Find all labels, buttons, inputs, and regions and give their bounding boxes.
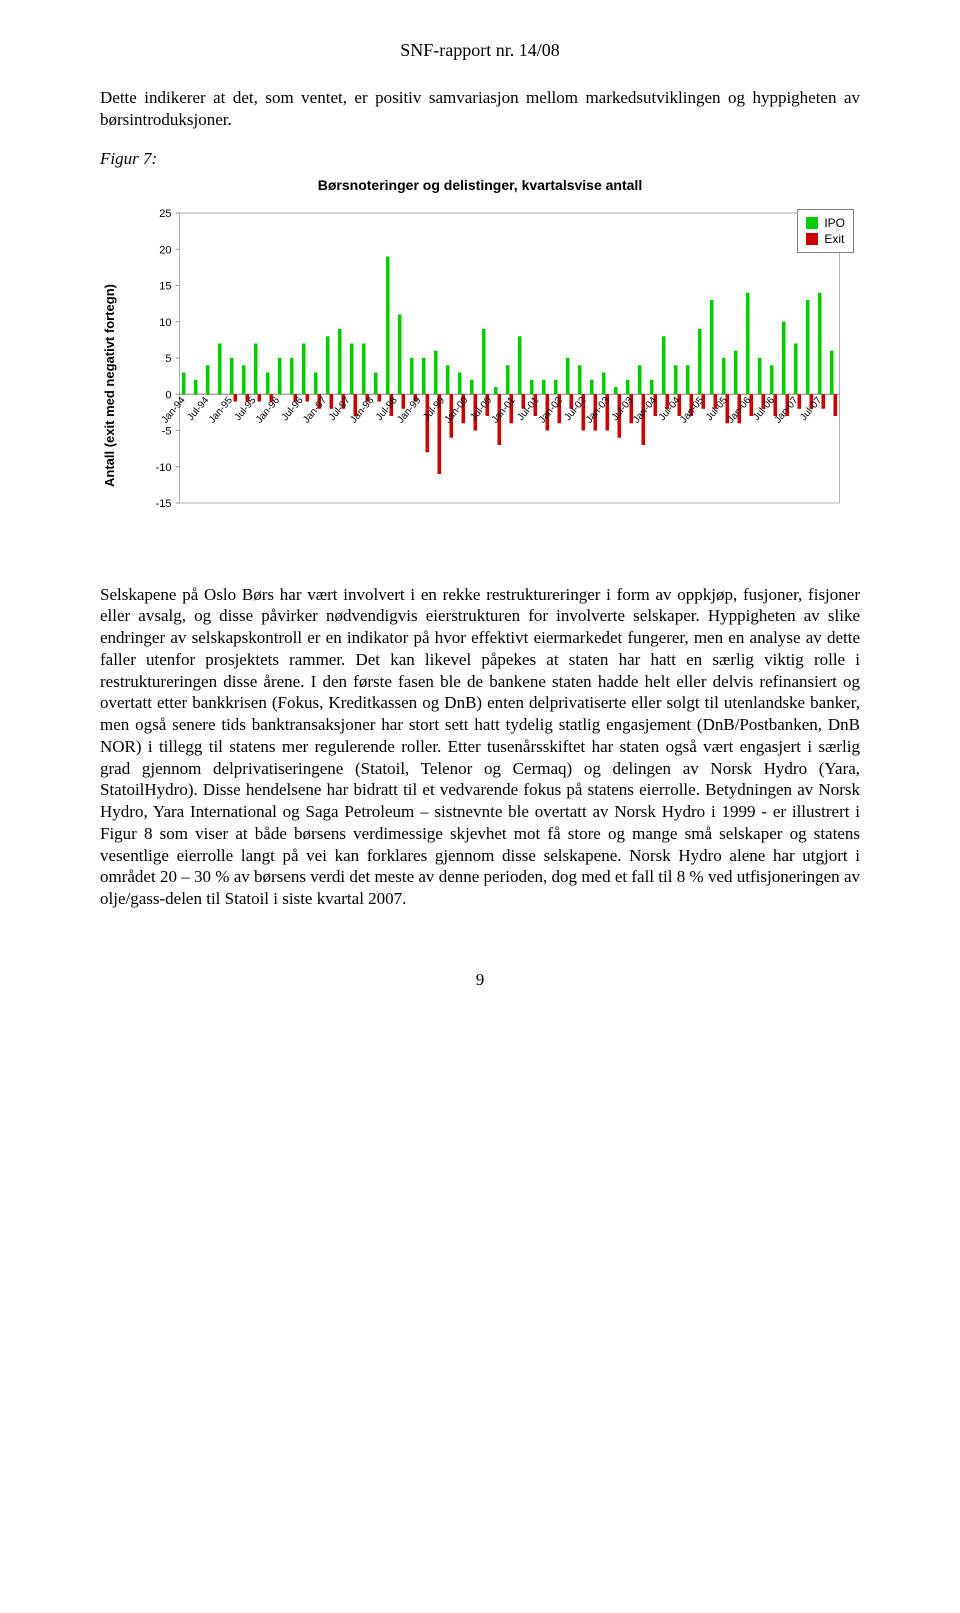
chart-container: Børsnoteringer og delistinger, kvartalsv… [100, 177, 860, 568]
y-axis-label: Antall (exit med negativt fortegn) [100, 203, 119, 568]
legend-item-ipo: IPO [806, 216, 845, 230]
main-paragraph: Selskapene på Oslo Børs har vært involve… [100, 584, 860, 910]
legend-item-exit: Exit [806, 232, 845, 246]
svg-text:20: 20 [159, 244, 171, 256]
svg-text:-5: -5 [162, 425, 172, 437]
svg-text:-15: -15 [156, 498, 172, 510]
legend-label-ipo: IPO [824, 216, 845, 230]
chart-legend: IPO Exit [797, 209, 854, 253]
bar-chart: -15-10-50510152025Jan-94Jul-94Jan-95Jul-… [119, 203, 860, 563]
report-title: SNF-rapport nr. 14/08 [100, 40, 860, 61]
svg-text:-10: -10 [156, 461, 172, 473]
legend-swatch-ipo [806, 217, 818, 229]
intro-paragraph: Dette indikerer at det, som ventet, er p… [100, 87, 860, 131]
svg-text:15: 15 [159, 280, 171, 292]
svg-text:5: 5 [165, 353, 171, 365]
svg-text:25: 25 [159, 208, 171, 220]
svg-text:0: 0 [165, 389, 171, 401]
chart-title: Børsnoteringer og delistinger, kvartalsv… [100, 177, 860, 193]
legend-label-exit: Exit [824, 232, 844, 246]
page-number: 9 [100, 970, 860, 990]
svg-text:10: 10 [159, 316, 171, 328]
legend-swatch-exit [806, 233, 818, 245]
figure-label: Figur 7: [100, 149, 860, 169]
